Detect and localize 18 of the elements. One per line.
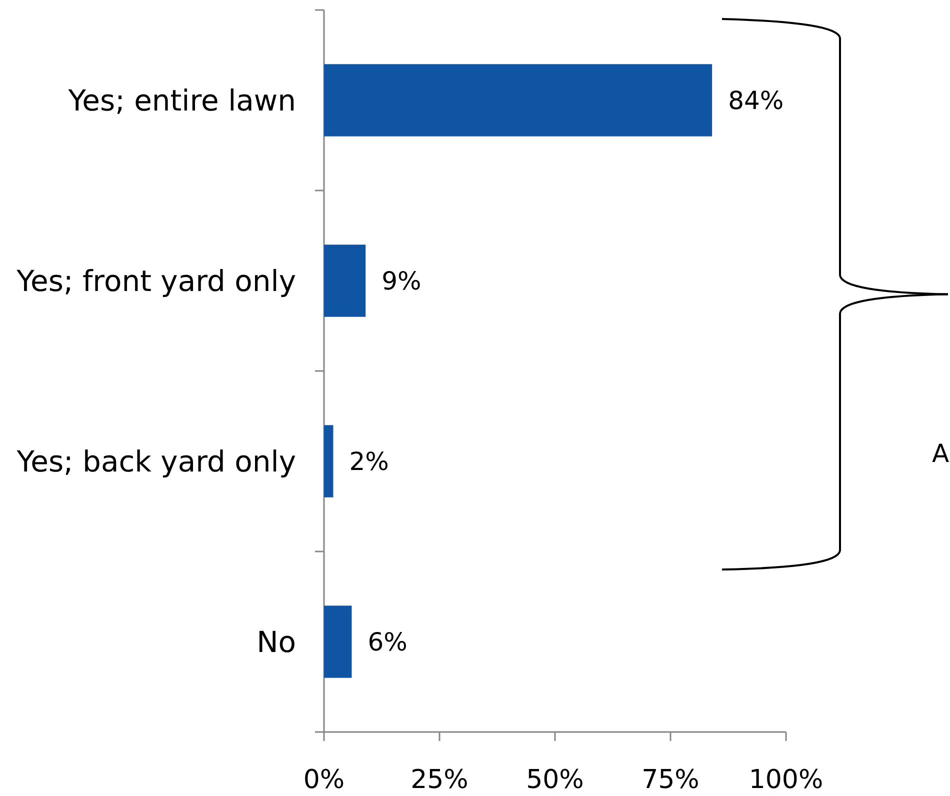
data-label: 84% <box>728 86 784 115</box>
x-tick-label: 75% <box>642 765 700 795</box>
y-tick-label: Yes; back yard only <box>16 444 296 478</box>
bar <box>324 606 352 678</box>
y-tick-label: No <box>256 624 296 659</box>
x-tick-label: 0% <box>303 765 345 795</box>
y-tick-label: Yes; front yard only <box>16 264 296 298</box>
bar <box>324 244 366 317</box>
x-tick-label: 25% <box>410 765 468 795</box>
data-label: 6% <box>368 628 408 656</box>
y-tick-label: Yes; entire lawn <box>67 83 296 118</box>
bar <box>324 64 712 136</box>
data-label: 2% <box>349 447 389 476</box>
text: A <box>932 438 950 468</box>
bar <box>324 425 334 498</box>
x-tick-label: 100% <box>748 765 824 795</box>
x-tick-label: 50% <box>526 765 584 795</box>
data-label: 9% <box>382 266 422 296</box>
